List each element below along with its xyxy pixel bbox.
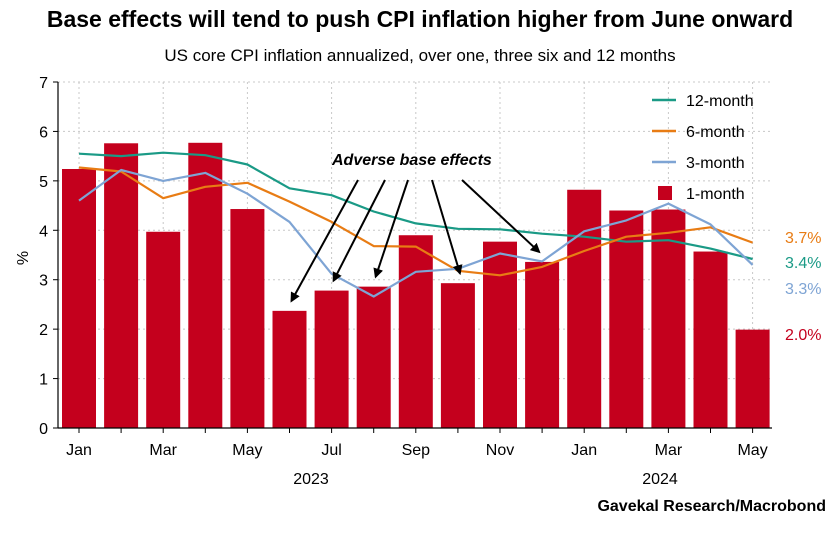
y-tick-label: 3 bbox=[39, 273, 48, 290]
bar-1-month bbox=[104, 143, 139, 428]
source-credit: Gavekal Research/Macrobond bbox=[597, 498, 826, 515]
end-label-12-month: 3.4% bbox=[785, 255, 821, 272]
chart-subtitle: US core CPI inflation annualized, over o… bbox=[164, 46, 676, 65]
bar-1-month bbox=[356, 286, 391, 428]
bar-1-month bbox=[272, 310, 307, 428]
x-tick-label: May bbox=[232, 442, 262, 459]
annotation-arrow bbox=[290, 179, 359, 303]
bar-1-month bbox=[230, 209, 265, 428]
x-tick-label: May bbox=[737, 442, 767, 459]
annotation-text: Adverse base effects bbox=[331, 152, 492, 169]
legend-swatch-1-month bbox=[658, 186, 672, 200]
bar-1-month bbox=[398, 235, 433, 428]
annotation-arrow bbox=[373, 179, 409, 279]
legend-label-3-month: 3-month bbox=[686, 155, 745, 172]
line-12-month bbox=[78, 151, 753, 261]
bar-1-month bbox=[567, 189, 602, 428]
y-tick-label: 6 bbox=[39, 124, 48, 141]
y-tick-label: 7 bbox=[39, 75, 48, 92]
bar-1-month bbox=[735, 329, 770, 428]
x-tick-label: Jan bbox=[571, 442, 597, 459]
end-label-1-month: 2.0% bbox=[785, 327, 821, 344]
legend-label-1-month: 1-month bbox=[686, 186, 745, 203]
y-axis-label: % bbox=[15, 251, 32, 265]
annotation-arrow bbox=[431, 179, 463, 276]
y-tick-label: 0 bbox=[39, 421, 48, 438]
bar-1-month bbox=[440, 283, 475, 428]
line-3-month bbox=[78, 168, 754, 298]
x-tick-label: Mar bbox=[655, 442, 683, 459]
year-label-2023: 2023 bbox=[293, 471, 329, 488]
x-tick-label: Jan bbox=[66, 442, 92, 459]
end-label-3-month: 3.3% bbox=[785, 281, 821, 298]
bar-1-month bbox=[62, 168, 96, 428]
x-tick-label: Nov bbox=[486, 442, 514, 459]
y-tick-label: 5 bbox=[39, 174, 48, 191]
x-tick-label: Sep bbox=[402, 442, 431, 459]
bar-1-month bbox=[651, 209, 686, 428]
x-tick-label: Mar bbox=[149, 442, 177, 459]
chart-title: Base effects will tend to push CPI infla… bbox=[46, 6, 794, 32]
annotation-arrow bbox=[461, 179, 541, 254]
bar-1-month bbox=[525, 261, 560, 428]
bar-1-month bbox=[146, 231, 181, 428]
y-tick-label: 2 bbox=[39, 322, 48, 339]
bar-1-month bbox=[314, 290, 349, 428]
bar-1-month bbox=[609, 210, 644, 428]
bar-1-month bbox=[483, 241, 517, 428]
annotation-arrow bbox=[332, 179, 386, 283]
legend-label-12-month: 12-month bbox=[686, 93, 754, 110]
bar-1-month bbox=[693, 251, 728, 428]
y-tick-label: 4 bbox=[39, 223, 48, 240]
line-6-month bbox=[78, 166, 753, 277]
x-tick-label: Jul bbox=[321, 442, 341, 459]
end-label-6-month: 3.7% bbox=[785, 230, 821, 247]
year-label-2024: 2024 bbox=[642, 471, 678, 488]
legend-label-6-month: 6-month bbox=[686, 124, 745, 141]
y-tick-label: 1 bbox=[39, 372, 48, 389]
